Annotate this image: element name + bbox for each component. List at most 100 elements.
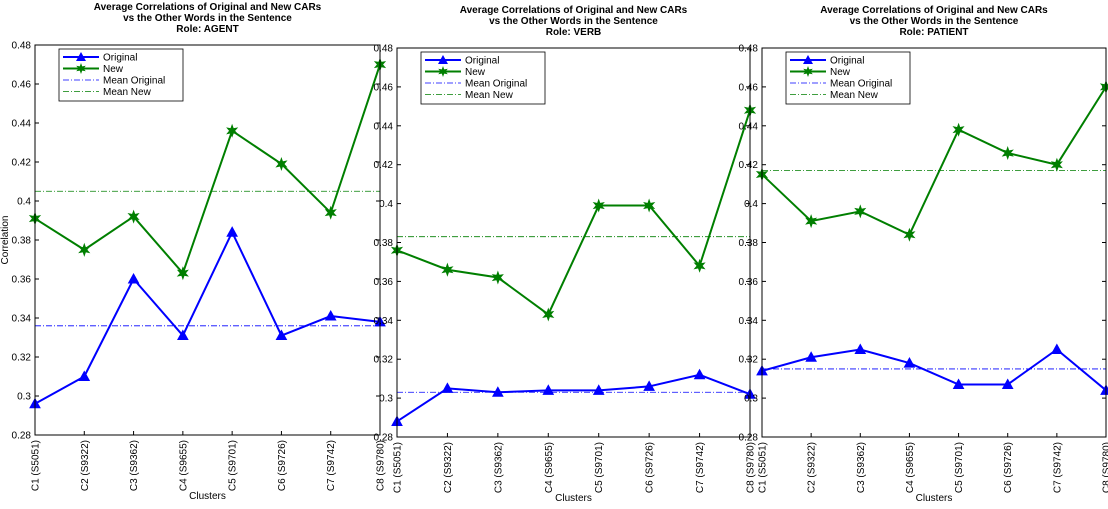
- y-tick-label: 0.36: [12, 275, 32, 286]
- triangle-marker: [1052, 344, 1062, 353]
- legend-label: Original: [465, 56, 499, 67]
- y-tick-label: 0.28: [374, 433, 394, 444]
- y-tick-label: 0.34: [739, 316, 759, 327]
- y-tick-label: 0.3: [744, 394, 758, 405]
- y-tick-label: 0.28: [739, 433, 759, 444]
- y-tick-label: 0.44: [739, 121, 759, 132]
- chart-role: Role: AGENT: [176, 24, 238, 35]
- x-tick-label: C2 (S9322): [443, 442, 454, 493]
- x-tick-label: C8 (S9780): [746, 442, 757, 493]
- legend-label: Original: [103, 53, 137, 64]
- y-tick-label: 0.28: [12, 431, 32, 442]
- chart-subtitle: vs the Other Words in the Sentence: [489, 16, 658, 27]
- y-tick-label: 0.3: [17, 392, 31, 403]
- triangle-marker: [129, 274, 139, 283]
- x-tick-label: C4 (S9655): [905, 442, 916, 493]
- x-tick-label: C4 (S9655): [544, 442, 555, 493]
- y-tick-label: 0.38: [739, 238, 759, 249]
- legend-label: New: [830, 67, 851, 78]
- star-marker: [905, 229, 915, 240]
- x-tick-label: C8 (S9780): [1102, 442, 1108, 493]
- x-tick-label: C3 (S9362): [493, 442, 504, 493]
- y-tick-label: 0.4: [17, 197, 31, 208]
- y-tick-label: 0.36: [739, 277, 759, 288]
- x-tick-label: C1 (S5051): [758, 442, 769, 493]
- panel: Average Correlations of Original and New…: [374, 5, 757, 504]
- chart-subtitle: vs the Other Words in the Sentence: [850, 16, 1019, 27]
- y-tick-label: 0.42: [739, 160, 759, 171]
- chart-subtitle: vs the Other Words in the Sentence: [123, 13, 292, 24]
- y-tick-label: 0.34: [12, 314, 32, 325]
- legend-label: Mean New: [465, 90, 514, 101]
- x-tick-label: C6 (S9726): [645, 442, 656, 493]
- x-tick-label: C3 (S9362): [856, 442, 867, 493]
- legend-label: Mean Original: [465, 79, 527, 90]
- x-tick-label: C2 (S9322): [807, 442, 818, 493]
- x-axis-label: Clusters: [555, 493, 592, 504]
- x-tick-label: C1 (S5051): [393, 442, 404, 493]
- y-tick-label: 0.48: [12, 41, 32, 52]
- y-tick-label: 0.32: [374, 355, 394, 366]
- x-tick-label: C8 (S9780): [376, 440, 387, 491]
- y-tick-label: 0.46: [374, 82, 394, 93]
- x-tick-label: C3 (S9362): [129, 440, 140, 491]
- y-tick-label: 0.44: [12, 119, 32, 130]
- legend-label: Mean Original: [103, 76, 165, 87]
- triangle-marker: [695, 370, 705, 379]
- x-axis-label: Clusters: [189, 491, 226, 502]
- panel: Average Correlations of Original and New…: [0, 2, 387, 502]
- y-axis-label: Correlation: [0, 216, 11, 265]
- star-marker: [544, 309, 554, 320]
- y-tick-label: 0.42: [374, 160, 394, 171]
- panel: Average Correlations of Original and New…: [739, 5, 1108, 504]
- y-tick-label: 0.48: [374, 44, 394, 55]
- series-line: [397, 110, 750, 314]
- series-line: [762, 87, 1106, 235]
- legend-label: Original: [830, 56, 864, 67]
- y-tick-label: 0.32: [12, 353, 32, 364]
- star-marker: [954, 124, 964, 135]
- y-tick-label: 0.34: [374, 316, 394, 327]
- y-tick-label: 0.38: [12, 236, 32, 247]
- x-tick-label: C2 (S9322): [80, 440, 91, 491]
- triangle-marker: [855, 344, 865, 353]
- x-tick-label: C5 (S9701): [594, 442, 605, 493]
- x-tick-label: C7 (S9742): [326, 440, 337, 491]
- y-tick-label: 0.4: [379, 199, 393, 210]
- legend-label: New: [103, 64, 124, 75]
- legend-label: Mean New: [103, 87, 152, 98]
- chart-title: Average Correlations of Original and New…: [94, 2, 322, 13]
- series-line: [762, 349, 1106, 390]
- x-tick-label: C1 (S5051): [31, 440, 42, 491]
- star-marker: [227, 125, 237, 136]
- chart-role: Role: PATIENT: [899, 27, 968, 38]
- y-tick-label: 0.44: [374, 121, 394, 132]
- x-tick-label: C5 (S9701): [954, 442, 965, 493]
- x-tick-label: C6 (S9726): [1003, 442, 1014, 493]
- x-tick-label: C7 (S9742): [695, 442, 706, 493]
- y-tick-label: 0.46: [739, 82, 759, 93]
- chart-title: Average Correlations of Original and New…: [460, 5, 688, 16]
- y-tick-label: 0.32: [739, 355, 759, 366]
- x-tick-label: C4 (S9655): [178, 440, 189, 491]
- chart-title: Average Correlations of Original and New…: [820, 5, 1048, 16]
- x-tick-label: C7 (S9742): [1052, 442, 1063, 493]
- legend-label: New: [465, 67, 486, 78]
- y-tick-label: 0.3: [379, 394, 393, 405]
- y-tick-label: 0.48: [739, 44, 759, 55]
- y-tick-label: 0.46: [12, 80, 32, 91]
- star-marker: [80, 244, 90, 255]
- y-tick-label: 0.4: [744, 199, 758, 210]
- legend-label: Mean New: [830, 90, 879, 101]
- y-tick-label: 0.36: [374, 277, 394, 288]
- triangle-marker: [227, 227, 237, 236]
- y-tick-label: 0.42: [12, 158, 32, 169]
- plot-frame: [762, 48, 1106, 437]
- triangle-marker: [79, 372, 89, 381]
- series-line: [397, 375, 750, 422]
- legend-label: Mean Original: [830, 79, 892, 90]
- x-axis-label: Clusters: [916, 493, 953, 504]
- chart-role: Role: VERB: [546, 27, 602, 38]
- x-tick-label: C5 (S9701): [228, 440, 239, 491]
